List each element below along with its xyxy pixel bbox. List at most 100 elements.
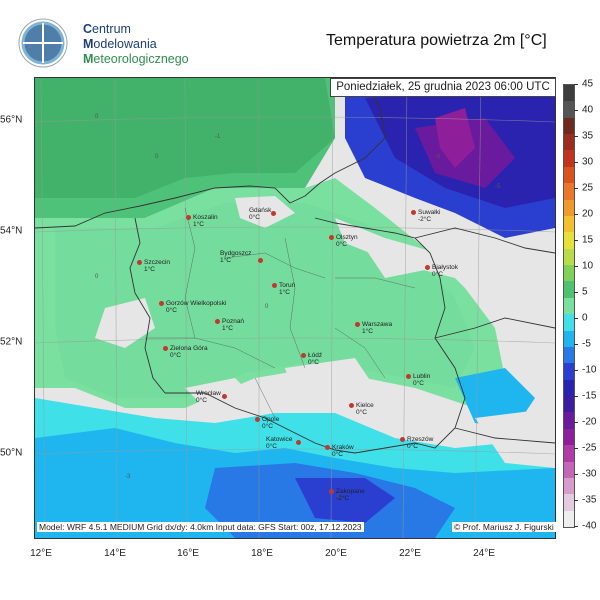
color-scale-segment [564, 117, 574, 135]
city-name: Zakopane [336, 488, 365, 495]
city-temp: 0°C [266, 443, 277, 450]
color-scale-tick-mark [574, 110, 578, 111]
city-dot-icon [215, 319, 220, 324]
city-name: Zielona Góra [170, 345, 208, 352]
color-scale-tick-mark [574, 136, 578, 137]
city-marker: Zakopane -2°C [329, 488, 365, 502]
color-scale-segment [564, 101, 574, 119]
lon-label: 20°E [325, 548, 347, 559]
city-marker: Toruń 1°C [272, 282, 295, 296]
color-scale-segment [564, 396, 574, 413]
city-temp: 0°C [432, 271, 443, 278]
color-scale-segment [564, 248, 574, 266]
city-marker: Suwałki -2°C [411, 209, 441, 223]
city-temp: 0°C [356, 409, 367, 416]
color-scale-tick-label: 15 [582, 234, 594, 246]
model-info: Model: WRF 4.5.1 MEDIUM Grid dx/dy: 4.0k… [37, 522, 364, 532]
color-scale-tick-label: -10 [582, 364, 597, 376]
city-marker: Gorzów Wielkopolski 0°C [159, 300, 227, 314]
color-scale-segment [564, 330, 574, 348]
city-temp: 1°C [144, 266, 155, 273]
color-scale-segment [564, 265, 574, 282]
svg-text:0: 0 [155, 154, 159, 160]
city-dot-icon [271, 211, 276, 216]
city-marker: Szczecin 1°C [137, 259, 170, 273]
color-scale-tick-mark [574, 344, 578, 345]
lat-label: 50°N [0, 447, 23, 459]
lat-label: 54°N [0, 225, 23, 237]
city-name: Koszalin [193, 214, 218, 221]
lat-label: 56°N [0, 114, 23, 126]
city-name: Warszawa [362, 321, 393, 328]
city-dot-icon [349, 403, 354, 408]
color-scale-segment [564, 281, 574, 299]
city-temp: 1°C [220, 257, 231, 264]
color-scale-segment [564, 297, 574, 315]
city-temp: 0°C [262, 423, 273, 430]
city-temp: -2°C [418, 216, 432, 223]
copyright: © Prof. Mariusz J. Figurski [452, 522, 556, 532]
city-marker: Poznań 1°C [215, 318, 245, 332]
color-scale-segment [564, 510, 574, 528]
forecast-date-label: Poniedziałek, 25 grudnia 2023 06:00 UTC [330, 78, 556, 97]
color-scale-segment [564, 215, 574, 233]
color-scale-tick-label: -5 [582, 338, 591, 350]
city-marker: Wrocław 0°C [196, 390, 227, 404]
color-scale-segment [564, 183, 574, 201]
color-scale-tick-label: -25 [582, 442, 597, 454]
city-name: Olsztyn [336, 234, 358, 241]
color-scale-segment [564, 412, 574, 430]
color-scale-tick-label: 0 [582, 312, 588, 324]
color-scale-segment [564, 134, 574, 151]
city-dot-icon [255, 417, 260, 422]
color-scale-tick-label: -20 [582, 416, 597, 428]
org-line-2: Modelowania [83, 37, 157, 51]
city-name: Łódź [308, 352, 323, 359]
color-scale-tick-label: 5 [582, 286, 588, 298]
city-temp: 1°C [222, 325, 233, 332]
lon-label: 16°E [177, 548, 199, 559]
temperature-map: 0 0 -1 0 0 -6 -5 -3 -6 [34, 77, 556, 539]
color-scale-tick-mark [574, 370, 578, 371]
city-temp: 0°C [170, 352, 181, 359]
city-dot-icon [163, 346, 168, 351]
city-temp: -2°C [336, 495, 350, 502]
lon-label: 24°E [473, 548, 495, 559]
color-scale-tick-mark [574, 214, 578, 215]
city-name: Poznań [222, 318, 245, 325]
city-marker: Kielce 0°C [349, 402, 374, 416]
city-name: Opole [262, 416, 280, 423]
city-name: Kielce [356, 402, 374, 409]
color-scale-segment [564, 150, 574, 168]
map-canvas: 0 0 -1 0 0 -6 -5 -3 -6 [35, 78, 555, 538]
lat-label: 52°N [0, 336, 23, 348]
city-name: Białystok [432, 264, 459, 271]
color-scale-segment [564, 379, 574, 397]
color-scale-bar [563, 84, 575, 528]
city-dot-icon [159, 301, 164, 306]
city-dot-icon [296, 440, 301, 445]
city-marker: Olsztyn 0°C [329, 234, 358, 248]
color-scale-segment [564, 232, 574, 250]
city-marker: Białystok 0°C [425, 264, 459, 278]
svg-text:-1: -1 [215, 134, 221, 140]
svg-text:0: 0 [265, 304, 269, 310]
city-dot-icon [301, 353, 306, 358]
city-dot-icon [258, 258, 263, 263]
color-scale-tick-mark [574, 500, 578, 501]
city-name: Gorzów Wielkopolski [166, 300, 227, 307]
svg-text:-5: -5 [495, 184, 501, 190]
city-name: Lublin [413, 373, 431, 380]
color-scale-tick-label: -15 [582, 390, 597, 402]
color-scale-tick-mark [574, 240, 578, 241]
color-scale-tick-label: 40 [582, 104, 594, 116]
lon-label: 22°E [399, 548, 421, 559]
color-scale-segment [564, 445, 574, 462]
city-marker: Opole 0°C [255, 416, 280, 430]
city-name: Suwałki [418, 209, 441, 216]
color-scale-tick-mark [574, 318, 578, 319]
city-temp: 0°C [249, 214, 260, 221]
city-dot-icon [222, 394, 227, 399]
city-dot-icon [411, 210, 416, 215]
svg-text:0: 0 [95, 274, 99, 280]
